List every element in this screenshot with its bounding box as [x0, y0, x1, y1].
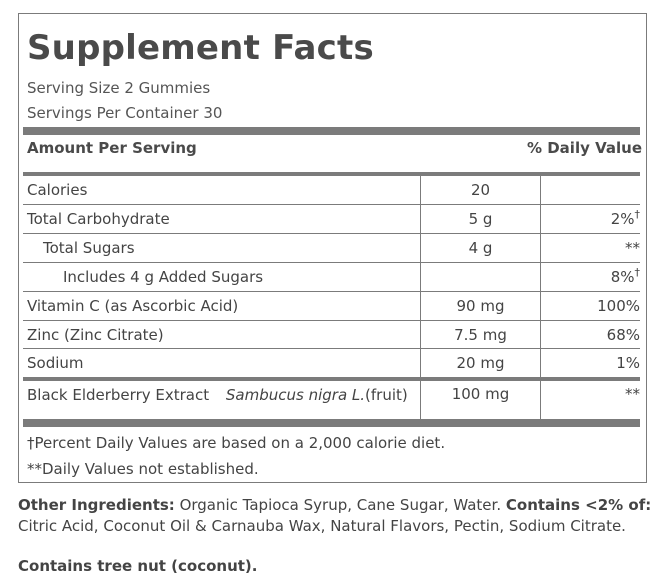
row-daily-value: 1% [616, 354, 640, 372]
table-row: Calories 20 [23, 176, 640, 204]
panel-title: Supplement Facts [27, 28, 374, 68]
contains-text: Citric Acid, Coconut Oil & Carnauba Wax,… [18, 517, 626, 535]
thick-divider-top [23, 127, 640, 135]
ingredients-label: Other Ingredients: [18, 496, 175, 514]
row-name: Sodium [23, 349, 421, 377]
row-name: Calories [23, 176, 421, 204]
row-daily-value: 8%† [610, 266, 640, 286]
row-amount: 20 mg [421, 349, 541, 377]
allergen-statement: Contains tree nut (coconut). [18, 557, 258, 575]
table-row: Total Sugars 4 g ** [23, 233, 640, 262]
medium-divider [23, 172, 640, 176]
table-row: Zinc (Zinc Citrate) 7.5 mg 68% [23, 320, 640, 348]
row-daily-value [541, 176, 640, 204]
other-ingredients: Other Ingredients: Organic Tapioca Syrup… [18, 495, 658, 537]
row-amount: 100 mg [421, 381, 541, 421]
row-amount: 4 g [421, 234, 541, 262]
row-name: Total Carbohydrate [23, 205, 421, 233]
row-amount: 90 mg [421, 292, 541, 320]
elderberry-botanical: Sambucus nigra L. (fruit) [225, 386, 408, 404]
elderberry-name: Black Elderberry Extract [27, 386, 210, 404]
table-row: Includes 4 g Added Sugars 8%† [23, 262, 640, 291]
table-header: Amount Per Serving % Daily Value [27, 139, 642, 161]
header-amount-per-serving: Amount Per Serving [27, 139, 197, 157]
row-daily-value: 68% [606, 326, 640, 344]
row-amount [421, 263, 541, 291]
serving-size: Serving Size 2 Gummies [27, 79, 211, 97]
table-row: Vitamin C (as Ascorbic Acid) 90 mg 100% [23, 291, 640, 320]
header-daily-value: % Daily Value [526, 139, 642, 157]
footnote-dagger: †Percent Daily Values are based on a 2,0… [27, 434, 446, 452]
row-amount: 20 [421, 176, 541, 204]
row-amount: 7.5 mg [421, 321, 541, 348]
row-name: Black Elderberry Extract Sambucus nigra … [23, 381, 421, 421]
table-row: Black Elderberry Extract Sambucus nigra … [23, 377, 640, 421]
row-name: Total Sugars [23, 234, 421, 262]
supplement-facts-panel: Supplement Facts Serving Size 2 Gummies … [18, 13, 647, 483]
table-row: Sodium 20 mg 1% [23, 348, 640, 377]
row-name: Includes 4 g Added Sugars [23, 263, 421, 291]
table-row: Total Carbohydrate 5 g 2%† [23, 204, 640, 233]
ingredients-text: Organic Tapioca Syrup, Cane Sugar, Water… [174, 496, 506, 514]
row-daily-value: ** [625, 239, 640, 257]
row-name: Vitamin C (as Ascorbic Acid) [23, 292, 421, 320]
row-daily-value: ** [625, 385, 640, 403]
thick-divider-bottom [23, 419, 640, 427]
contains-label: Contains <2% of: [505, 496, 652, 514]
row-name: Zinc (Zinc Citrate) [23, 321, 421, 348]
row-daily-value: 100% [597, 297, 640, 315]
row-amount: 5 g [421, 205, 541, 233]
servings-per-container: Servings Per Container 30 [27, 104, 223, 122]
footnote-double-star: **Daily Values not established. [27, 460, 259, 478]
row-daily-value: 2%† [610, 208, 640, 228]
